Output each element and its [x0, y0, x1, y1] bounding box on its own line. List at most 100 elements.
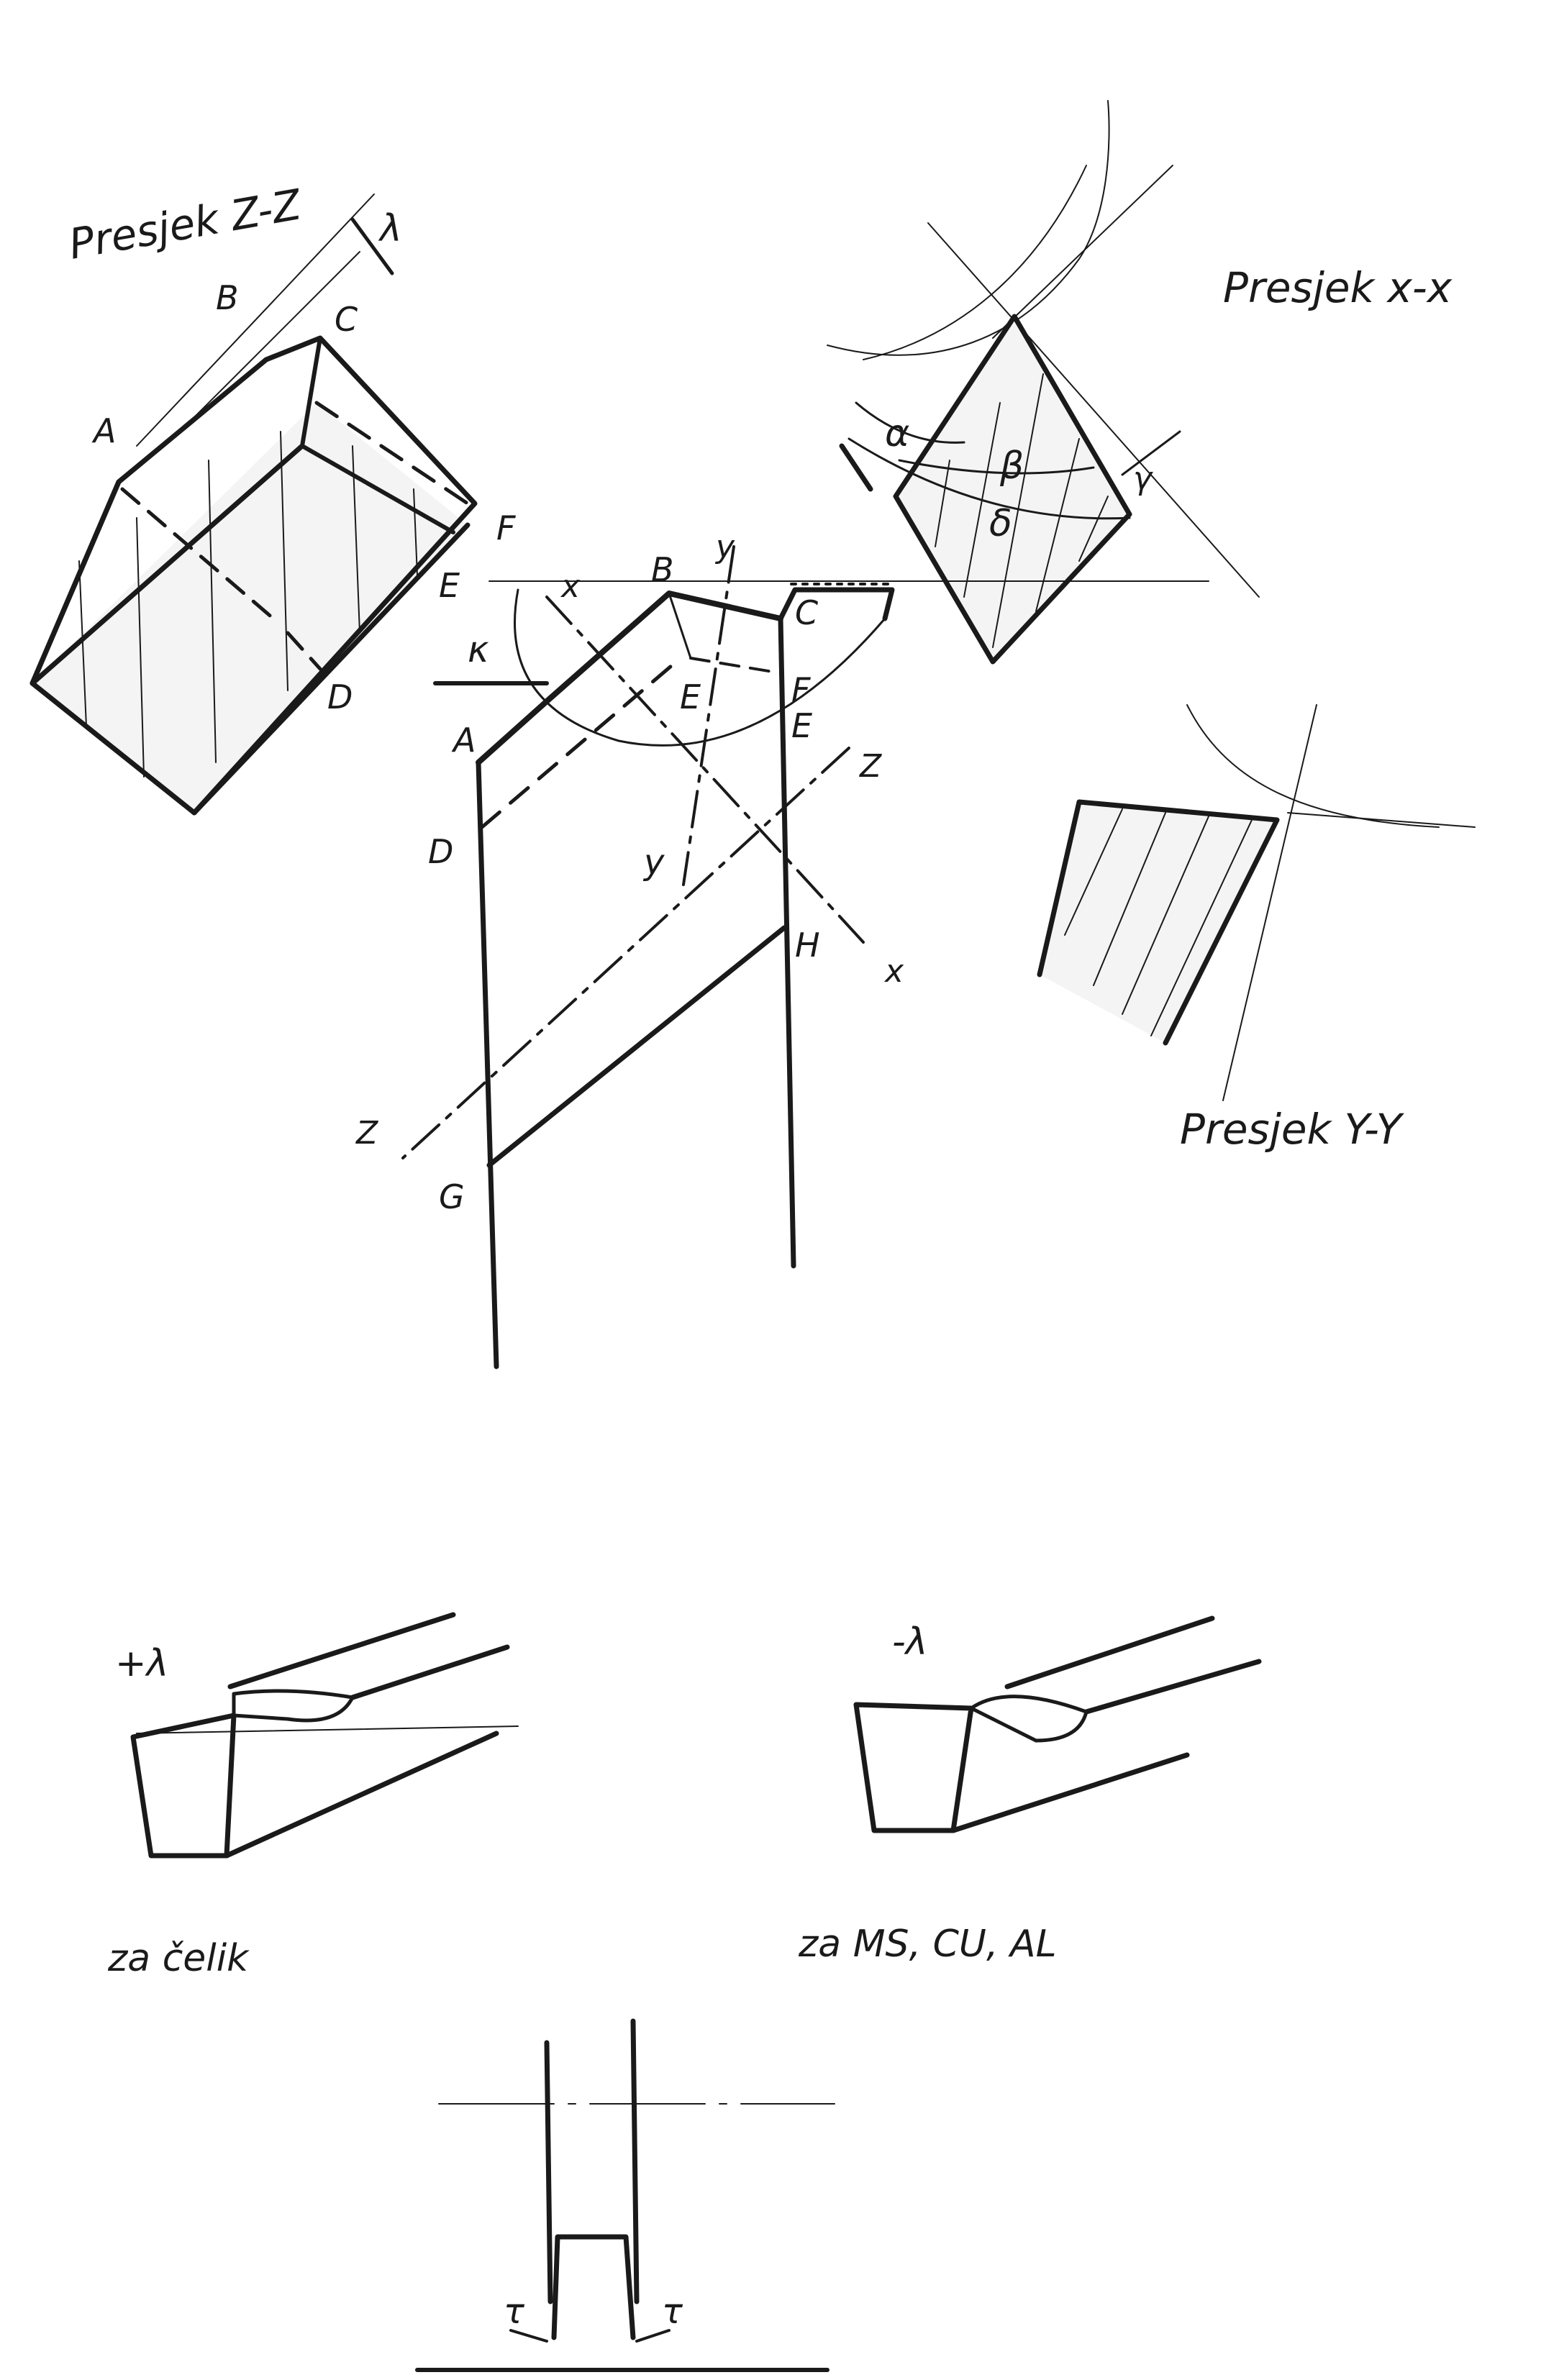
axis-y-top: y: [714, 529, 735, 565]
xx-rhombus-fill: [896, 316, 1130, 662]
section-line-zz: [401, 747, 850, 1159]
kappa-label: κ: [468, 629, 489, 670]
minus-lambda-label: -λ: [892, 1620, 928, 1664]
negative-lambda-tool: -λ za MS, CU, AL: [798, 1615, 1262, 1966]
tau-right-arrow: [635, 2329, 671, 2343]
flank-dashed: [480, 660, 678, 829]
for-metals-label: za MS, CU, AL: [798, 1923, 1057, 1966]
yy-workpiece-arc: [1186, 704, 1440, 828]
yy-hatched-fill: [1040, 802, 1277, 1043]
zz-edge-bottom: [191, 522, 471, 816]
minus-tool-bottom-edge: [950, 1752, 1190, 1833]
section-line-yy: [682, 545, 735, 886]
gamma-arc: [1121, 430, 1181, 476]
beta-label: β: [999, 444, 1024, 488]
zz-edge-mid: [29, 443, 305, 686]
zz-hatching: [78, 431, 418, 778]
lambda-arrow: [350, 217, 394, 275]
zz-point-d: D: [327, 678, 353, 716]
gamma-label: γ: [1133, 460, 1153, 497]
delta-arc: [847, 437, 1131, 520]
parting-tool-sketch: τ τ: [415, 2018, 835, 2372]
plus-tool-top-edge: [227, 1612, 456, 1690]
zz-dashed-a: [120, 487, 276, 621]
zz-ref-line: [136, 193, 375, 447]
zz-dashed-c: [314, 401, 470, 506]
section-xx-title: Presjek x-x: [1223, 263, 1453, 312]
point-c: C: [795, 593, 818, 632]
face-to-f: [689, 657, 778, 674]
section-zz-title: Presjek Z-Z: [65, 180, 306, 269]
point-h: H: [795, 926, 820, 965]
parting-blade: [551, 2234, 636, 2340]
plus-tool-front: [130, 1713, 237, 1859]
tau-right-label: τ: [662, 2292, 683, 2332]
zz-dashed-d: [286, 631, 322, 671]
zz-point-c: C: [335, 300, 358, 339]
point-b: B: [651, 550, 674, 589]
axis-z-bottom: Z: [355, 1115, 378, 1152]
plus-lambda-label: +λ: [115, 1642, 168, 1685]
xx-rhombus-outline: [893, 314, 1132, 665]
positive-lambda-tool: +λ za čelik: [107, 1612, 519, 1980]
alpha-arc: [855, 401, 965, 444]
point-a: A: [451, 721, 476, 760]
shank-left-edge: [476, 760, 499, 1369]
section-zz-drawing: Presjek Z-Z λ A B C D F: [29, 180, 516, 816]
plus-tool-ref: [136, 1725, 519, 1734]
alpha-label: α: [885, 412, 909, 455]
lambda-label: λ: [378, 207, 402, 250]
axis-y-bottom: y: [642, 842, 665, 883]
yy-hatching: [1064, 808, 1253, 1036]
line-gh: [486, 925, 787, 1168]
zz-point-a: A: [91, 411, 116, 450]
minus-tool-top-edge: [1004, 1615, 1215, 1690]
parting-left-wall: [544, 2040, 553, 2304]
minus-tool-front: [853, 1702, 974, 1833]
zz-point-f: F: [496, 509, 516, 547]
axis-x-bottom: x: [883, 953, 904, 990]
minus-tool-top-edge-2: [1083, 1659, 1262, 1715]
minor-cutting-edge: [778, 587, 895, 621]
xx-workpiece-arc-1: [827, 100, 1110, 356]
plus-tool-rake: [232, 1689, 355, 1723]
main-cutting-edge: [476, 591, 783, 765]
zz-edge-ridge: [300, 444, 455, 534]
kappa-arc: [514, 588, 886, 747]
alpha-arrowhead: [839, 443, 873, 492]
section-line-xx: [545, 596, 865, 944]
plus-tool-bottom-edge: [224, 1731, 499, 1859]
minus-tool-rake: [969, 1695, 1088, 1743]
point-e-left: E: [439, 566, 460, 605]
tau-left-label: τ: [504, 2292, 525, 2332]
section-yy-drawing: Presjek Y-Y: [1037, 704, 1476, 1154]
plus-tool-top-edge-2: [350, 1644, 510, 1700]
point-g: G: [439, 1177, 465, 1216]
point-f: F: [791, 670, 811, 709]
zz-edge-top: [29, 479, 122, 686]
yy-outline: [1037, 799, 1280, 1046]
tool-plan-view: κ E B C A D E F E G H x x y y Z Z: [355, 529, 1209, 1369]
section-yy-title: Presjek Y-Y: [1180, 1105, 1405, 1154]
parting-right-wall: [630, 2018, 640, 2304]
tau-left-arrow: [509, 2329, 548, 2343]
for-steel-label: za čelik: [107, 1937, 250, 1980]
shank-right-edge: [778, 616, 796, 1269]
axis-x-top: x: [560, 568, 581, 605]
axis-z-top: Z: [859, 748, 882, 785]
yy-ref-line-2: [1287, 812, 1476, 828]
delta-label: δ: [989, 502, 1012, 545]
zz-block-hatched-face: [32, 403, 468, 813]
point-d: D: [428, 832, 453, 871]
yy-ref-line: [1222, 704, 1317, 1101]
zz-edge-ca: [300, 336, 322, 448]
beta-arc: [898, 459, 1095, 475]
face-to-e: [668, 592, 692, 660]
xx-workpiece-arc-2: [863, 165, 1087, 360]
zz-point-b: B: [216, 278, 239, 317]
xx-ref-line-1: [927, 222, 1260, 598]
xx-ref-line-2: [992, 165, 1173, 339]
zz-ref-line-2: [179, 251, 360, 432]
point-e-center: E: [680, 678, 701, 716]
